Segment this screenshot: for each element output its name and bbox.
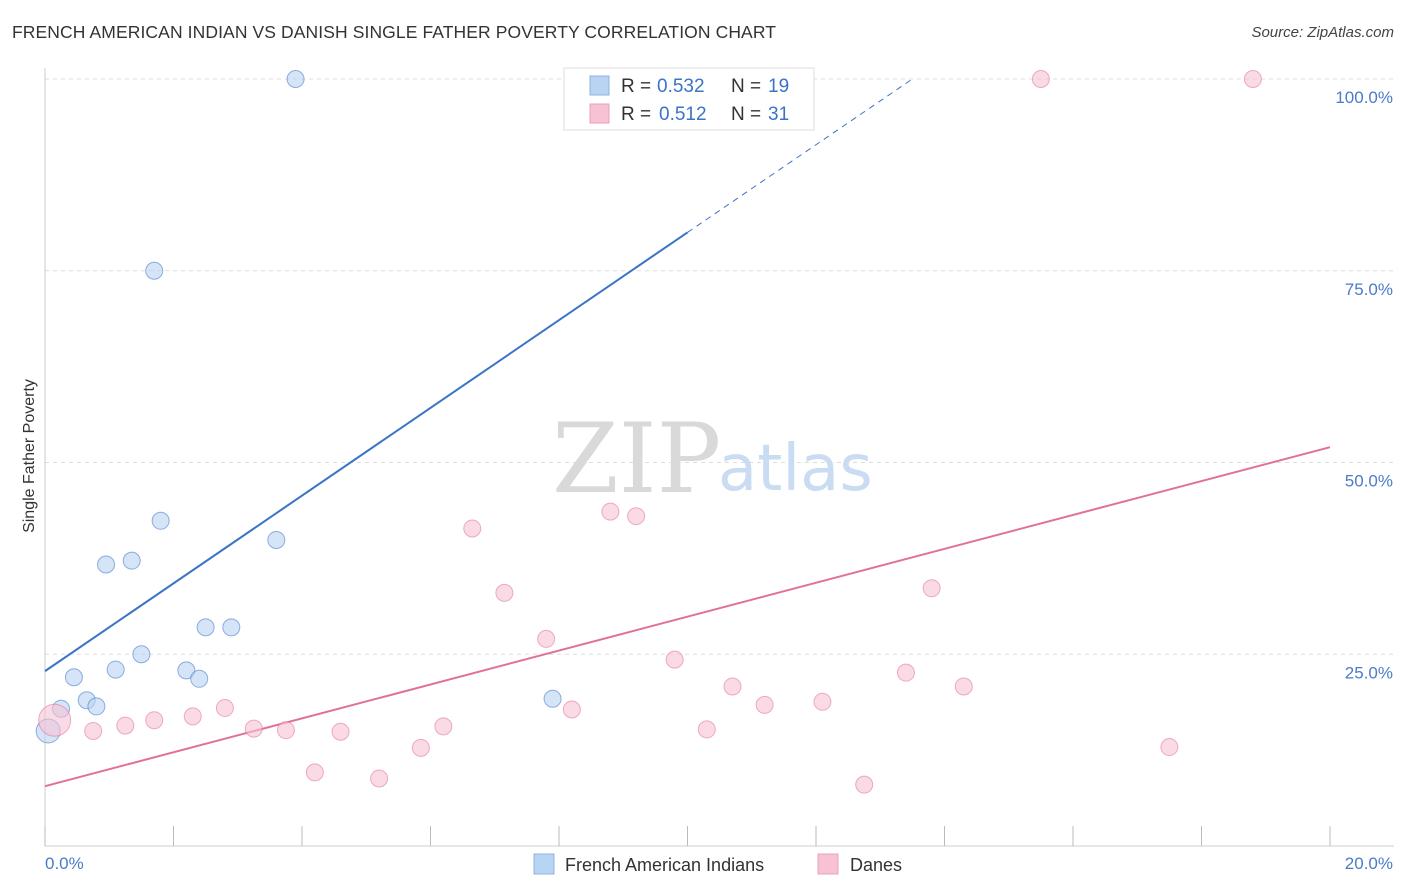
- point-pink-6: [244, 719, 263, 738]
- point-pink-20: [697, 720, 716, 739]
- point-blue-15: [267, 530, 286, 549]
- point-pink-10: [370, 769, 389, 788]
- point-pink-3: [145, 711, 164, 730]
- point-pink-8: [305, 763, 324, 782]
- point-pink-28: [1031, 70, 1050, 88]
- point-blue-13: [196, 618, 215, 637]
- source-label: Source: ZipAtlas.com: [1251, 24, 1394, 41]
- point-blue-4: [87, 697, 106, 716]
- point-pink-4: [183, 707, 202, 726]
- legend-r-label-1: R =: [621, 76, 651, 97]
- bottom-legend-swatch-pink: [817, 853, 839, 875]
- point-pink-7: [276, 721, 295, 740]
- point-pink-13: [463, 519, 482, 538]
- point-pink-9: [331, 722, 350, 741]
- y-tick-labels: 25.0% 50.0% 75.0% 100.0%: [1335, 88, 1393, 682]
- legend-n-label-1: N =: [731, 76, 761, 97]
- point-blue-7: [122, 551, 141, 570]
- grid-lines: [45, 78, 1394, 655]
- point-blue-17: [543, 689, 562, 708]
- chart-title: FRENCH AMERICAN INDIAN VS DANISH SINGLE …: [12, 22, 777, 42]
- y-tick-label-3: 100.0%: [1335, 88, 1393, 107]
- point-pink-24: [855, 775, 874, 794]
- point-pink-16: [562, 700, 581, 719]
- x-tick-label-0: 0.0%: [45, 854, 84, 873]
- point-blue-12: [190, 669, 209, 688]
- point-pink-14: [495, 583, 514, 602]
- bottom-legend-label-2: Danes: [850, 855, 902, 875]
- point-pink-25: [896, 663, 915, 682]
- y-tick-label-0: 25.0%: [1345, 663, 1393, 682]
- y-axis-label: Single Father Poverty: [21, 379, 38, 533]
- point-blue-16: [286, 70, 305, 88]
- legend-r-value-2: 0.512: [659, 104, 707, 125]
- point-pink-2: [116, 716, 135, 735]
- legend-r-value-1: 0.532: [657, 76, 705, 97]
- point-pink-23: [813, 692, 832, 711]
- point-pink-29: [1160, 738, 1179, 757]
- y-tick-label-1: 50.0%: [1345, 472, 1393, 491]
- bottom-legend: French American Indians Danes: [533, 853, 902, 875]
- legend-n-value-2: 31: [768, 104, 789, 125]
- trend-line-extension-blue: [687, 78, 913, 233]
- point-pink-15: [537, 629, 556, 648]
- data-points: [35, 70, 1262, 794]
- point-pink-30: [1243, 70, 1262, 88]
- x-tick-label-1: 20.0%: [1345, 854, 1393, 873]
- bottom-legend-swatch-blue: [533, 853, 555, 875]
- point-pink-12: [434, 717, 453, 736]
- point-blue-14: [222, 618, 241, 637]
- legend-n-value-1: 19: [768, 76, 789, 97]
- point-blue-9: [145, 261, 164, 280]
- point-blue-11: [177, 661, 196, 680]
- point-pink-21: [723, 677, 742, 696]
- point-pink-18: [627, 507, 646, 526]
- y-tick-label-2: 75.0%: [1345, 280, 1393, 299]
- x-tick-labels: 0.0% 20.0%: [45, 854, 1393, 873]
- point-pink-11: [411, 738, 430, 757]
- legend-r-label-2: R =: [621, 104, 651, 125]
- point-pink-1: [84, 721, 103, 740]
- legend-n-label-2: N =: [731, 104, 761, 125]
- watermark: ZIP atlas: [552, 403, 873, 515]
- point-blue-6: [106, 660, 125, 679]
- watermark-zip: ZIP: [552, 403, 721, 515]
- point-blue-10: [151, 511, 170, 530]
- point-pink-22: [755, 695, 774, 714]
- point-blue-5: [97, 555, 116, 574]
- trend-line-blue: [44, 231, 689, 672]
- legend-swatch-pink: [589, 103, 610, 124]
- point-blue-8: [132, 645, 151, 664]
- watermark-atlas: atlas: [718, 432, 873, 506]
- point-pink-0: [38, 703, 72, 737]
- point-pink-19: [665, 650, 684, 669]
- point-blue-2: [64, 668, 83, 687]
- legend-swatch-blue: [589, 75, 610, 96]
- point-pink-5: [215, 698, 234, 717]
- bottom-legend-label-1: French American Indians: [565, 855, 764, 875]
- legend: R = 0.532 N = 19 R = 0.512 N = 31: [563, 67, 815, 131]
- point-pink-26: [922, 579, 941, 598]
- point-pink-27: [954, 677, 973, 696]
- point-pink-17: [601, 502, 620, 521]
